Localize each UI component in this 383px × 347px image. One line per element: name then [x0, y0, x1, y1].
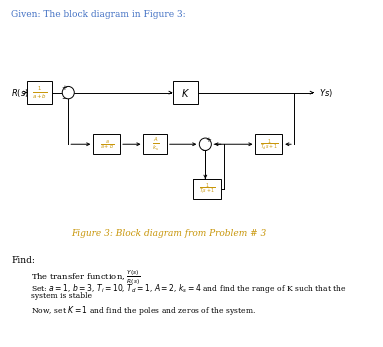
Text: Now, set $K=1$ and find the poles and zeros of the system.: Now, set $K=1$ and find the poles and ze… — [31, 304, 257, 317]
Text: Given: The block diagram in Figure 3:: Given: The block diagram in Figure 3: — [11, 10, 186, 19]
Text: $\frac{1}{T_d s+1}$: $\frac{1}{T_d s+1}$ — [260, 137, 278, 152]
Bar — [173, 82, 198, 104]
Circle shape — [62, 86, 74, 99]
Text: $-$: $-$ — [201, 146, 208, 152]
Text: $\frac{1}{a+b}$: $\frac{1}{a+b}$ — [32, 85, 47, 101]
Text: +: + — [206, 137, 212, 143]
Bar — [144, 134, 167, 154]
Text: $K$: $K$ — [181, 87, 190, 99]
Text: +: + — [61, 85, 67, 91]
Circle shape — [199, 138, 211, 151]
Text: $\mathit{R(s)}$: $\mathit{R(s)}$ — [11, 87, 29, 99]
Text: system is stable: system is stable — [31, 292, 92, 300]
Text: Figure 3: Block diagram from Problem # 3: Figure 3: Block diagram from Problem # 3 — [71, 229, 266, 238]
Text: $\frac{a}{a+b}$: $\frac{a}{a+b}$ — [100, 138, 114, 151]
Text: $\mathit{Ys)}$: $\mathit{Ys)}$ — [319, 87, 333, 99]
Text: Set: $a=1$, $b=3$, $T_i=10$, $T_d=1$, $A=2$, $k_s=4$ and find the range of K suc: Set: $a=1$, $b=3$, $T_i=10$, $T_d=1$, $A… — [31, 282, 347, 295]
Bar — [255, 134, 282, 154]
Text: $\frac{1}{T_i s+1}$: $\frac{1}{T_i s+1}$ — [198, 181, 216, 196]
Bar — [93, 134, 120, 154]
Text: Find:: Find: — [11, 256, 35, 265]
Bar — [193, 179, 221, 199]
Text: $-$: $-$ — [61, 94, 68, 100]
Bar — [27, 82, 52, 104]
Text: $\frac{A}{k_s}$: $\frac{A}{k_s}$ — [152, 136, 159, 153]
Text: The transfer function, $\frac{Y(s)}{R(s)}$: The transfer function, $\frac{Y(s)}{R(s)… — [31, 268, 141, 287]
